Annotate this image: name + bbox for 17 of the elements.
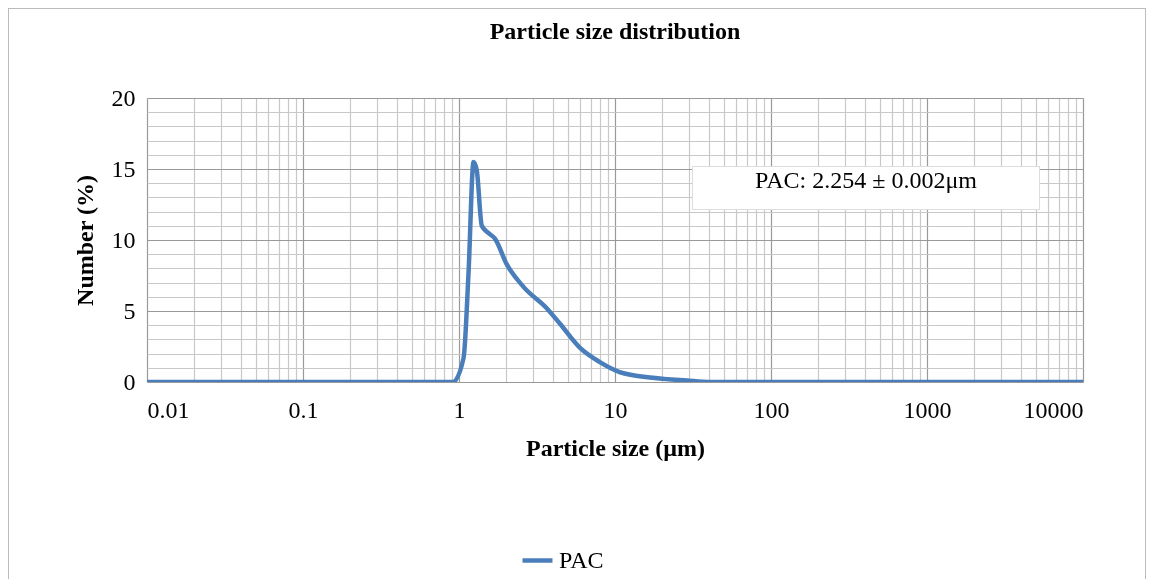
x-axis-title: Particle size (µm) [525,434,706,461]
x-tick-label: 0.1 [288,396,319,423]
x-tick-label: 100 [753,396,790,423]
note-box: PAC: 2.254 ± 0.002μm [692,166,1040,210]
x-tick-label: 1000 [903,396,952,423]
y-tick-label: 10 [111,226,136,253]
y-axis-title: Number (%) [71,175,98,306]
y-tick-label: 20 [111,84,136,111]
x-tick-label: 1 [453,396,466,423]
x-tick-label: 10000 [1023,396,1084,423]
y-tick-label: 0 [123,368,136,395]
y-tick-label: 5 [123,297,136,324]
x-tick-label: 10 [603,396,628,423]
legend-label: PAC [559,546,604,573]
chart-title: Particle size distribution [489,18,741,44]
x-tick-label: 0.01 [147,396,190,423]
y-tick-label: 15 [111,155,136,182]
